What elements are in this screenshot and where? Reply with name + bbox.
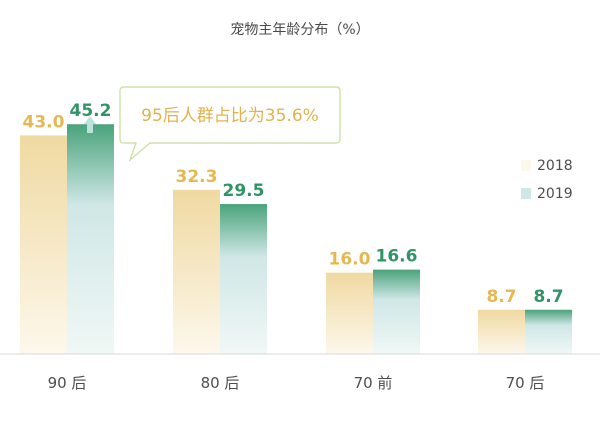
bar-2019-0 <box>67 124 114 354</box>
bar-2019-1 <box>220 204 267 354</box>
bar-2018-0 <box>20 135 67 354</box>
legend: 2018 2019 <box>521 158 573 202</box>
bar-2019-3 <box>525 309 572 354</box>
legend-swatch-2019 <box>521 188 531 199</box>
x-tick-label-1: 80 后 <box>201 374 240 392</box>
value-label-2019-3: 8.7 <box>533 287 563 307</box>
bar-2018-1 <box>173 189 220 354</box>
bar-2019-2 <box>373 269 420 354</box>
value-label-2019-2: 16.6 <box>376 247 418 267</box>
x-tick-label-2: 70 前 <box>354 374 393 392</box>
x-tick-labels: 90 后 80 后 70 前 70 后 <box>48 374 545 392</box>
value-label-2019-0: 45.2 <box>70 101 112 121</box>
value-label-2019-1: 29.5 <box>223 181 265 201</box>
value-label-2018-1: 32.3 <box>176 167 218 187</box>
callout-text: 95后人群占比为35.6% <box>141 106 319 126</box>
legend-label-2018: 2018 <box>537 158 573 174</box>
bars-layer <box>20 124 572 354</box>
legend-label-2019: 2019 <box>537 186 573 202</box>
up-arrow-icon <box>84 116 96 133</box>
chart-title: 宠物主年龄分布（%） <box>230 22 369 38</box>
value-label-2018-2: 16.0 <box>329 250 371 270</box>
callout-box <box>119 86 341 163</box>
bar-2018-3 <box>478 309 525 354</box>
value-labels-layer: 43.045.2 32.329.5 16.0 16.6 8.7 8.7 <box>23 101 564 307</box>
legend-swatch-2018 <box>521 160 531 171</box>
bar-2018-2 <box>326 272 373 354</box>
callout-bubble: 95后人群占比为35.6% <box>119 86 341 163</box>
x-tick-label-0: 90 后 <box>48 374 87 392</box>
value-label-2018-0: 43.0 <box>23 112 65 132</box>
value-label-2018-3: 8.7 <box>486 287 516 307</box>
x-tick-label-3: 70 后 <box>506 374 545 392</box>
